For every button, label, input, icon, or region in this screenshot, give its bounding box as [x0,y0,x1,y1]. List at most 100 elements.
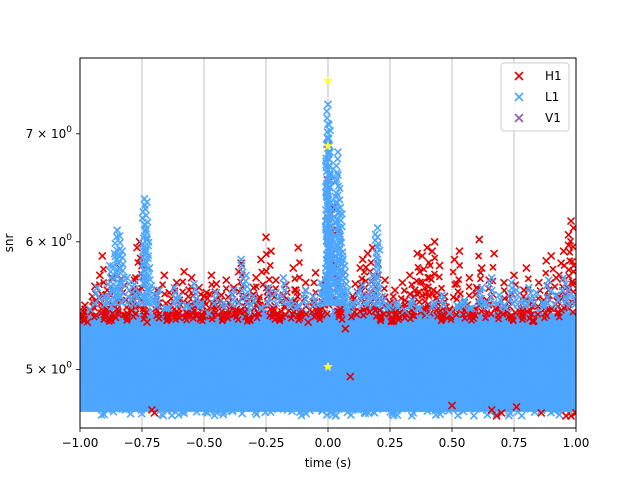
band-marker [90,358,99,367]
band-marker [510,391,519,400]
band-marker [104,398,114,408]
band-marker [318,328,327,337]
band-marker [282,378,291,387]
x-axis-label: time (s) [305,456,352,470]
band-marker [469,411,479,420]
band-marker [160,333,169,342]
band-marker [368,381,378,391]
band-marker [226,387,235,396]
band-marker [168,404,177,413]
x-tick-label: −1.00 [62,436,99,450]
band-marker [454,395,464,404]
band-marker [455,329,464,338]
band-marker [354,398,364,408]
band-marker [246,401,255,411]
band-marker [277,351,286,360]
band-marker [203,377,212,386]
band-marker [104,362,113,371]
band-marker [465,343,474,352]
band-marker [201,357,210,367]
band-marker [478,388,488,397]
x-tick-label: 0.50 [439,436,466,450]
band-marker [371,381,380,390]
band-marker [523,367,533,376]
band-marker [227,371,236,380]
band-marker [121,397,130,407]
band-marker [440,356,449,365]
band-marker [301,393,310,402]
legend-label-l1: L1 [545,90,559,104]
legend: H1 L1 V1 [500,62,570,132]
band-marker [436,330,445,339]
band-marker [493,324,502,333]
band-marker [266,407,275,417]
band-marker [329,349,339,358]
band-marker [97,348,106,357]
band-marker [377,324,386,333]
band-marker [322,371,332,380]
band-marker [515,379,524,388]
band-marker [124,334,133,343]
band-marker [288,380,297,389]
band-marker [186,362,195,371]
band-marker [211,355,220,364]
band-marker [569,357,576,366]
band-marker [373,332,382,341]
band-marker [129,341,138,350]
band-marker [495,378,505,388]
band-marker [332,411,341,420]
band-marker [562,394,571,403]
band-marker [214,348,223,357]
band-marker [389,378,398,387]
band-marker [277,326,286,335]
band-marker [445,327,454,336]
band-marker [139,344,149,353]
band-marker [119,331,128,340]
band-marker [511,339,520,348]
band-marker [458,392,467,401]
band-marker [495,329,504,338]
band-marker [379,383,388,392]
band-marker [227,330,236,339]
band-marker [548,339,557,348]
legend-label-h1: H1 [545,69,562,83]
band-marker [280,341,289,350]
band-marker [318,353,327,362]
dense-marker-band [80,305,576,420]
band-marker [185,362,194,372]
band-marker [80,345,87,354]
band-marker [314,367,324,376]
band-marker [282,345,291,354]
band-marker [495,402,504,411]
band-marker [301,367,310,376]
band-marker [173,337,182,346]
band-marker [192,407,201,416]
band-marker [408,331,418,341]
band-marker [233,385,242,394]
band-marker [425,340,434,349]
band-marker [426,349,435,358]
band-marker [388,354,397,363]
band-marker [453,411,463,420]
band-marker [186,350,195,360]
y-tick-label: 7 × 100 [26,125,73,141]
band-marker [426,389,435,398]
band-marker [437,322,446,331]
band-marker [423,380,432,390]
band-marker [498,358,507,367]
band-marker [268,377,277,386]
band-marker [388,408,397,417]
band-marker [100,410,109,419]
band-marker [568,348,576,357]
band-marker [99,343,108,352]
band-marker [526,404,535,414]
band-marker [156,356,165,365]
band-marker [385,333,395,342]
band-marker [500,326,509,335]
band-marker [407,331,416,340]
band-marker [288,389,297,398]
band-marker [241,370,250,379]
band-marker [297,345,306,355]
band-marker [288,400,297,409]
band-marker [318,381,327,390]
